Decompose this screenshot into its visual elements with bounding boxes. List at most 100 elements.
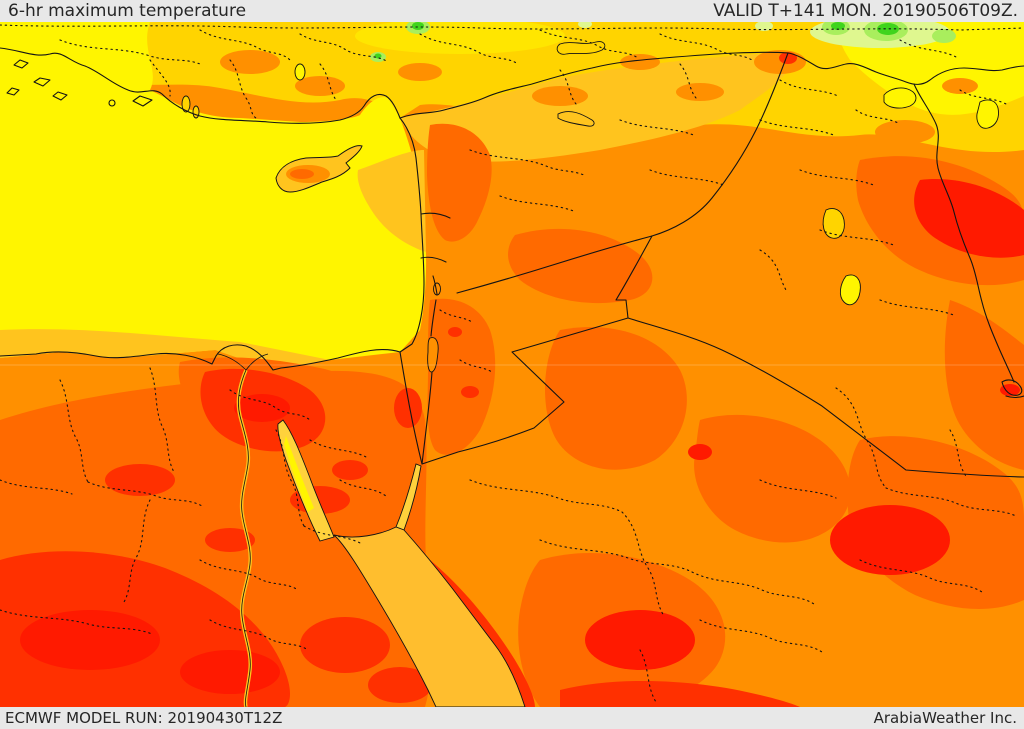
aegean-island xyxy=(6,87,20,96)
admin-boundary-line xyxy=(469,149,587,177)
nile-delta-branch-east xyxy=(245,353,269,371)
red-patch xyxy=(300,617,390,673)
turkey-syria-iraq-border xyxy=(399,51,1024,119)
red-patch xyxy=(368,667,432,703)
orange-patch xyxy=(620,54,660,70)
red-sea xyxy=(333,526,526,707)
rhodes-island xyxy=(132,95,153,107)
hot-spot-border xyxy=(779,52,797,64)
admin-boundary-line xyxy=(459,359,493,373)
red-patch xyxy=(394,388,422,428)
fill-jordan-highlands-deep xyxy=(427,298,496,455)
lake-razazah xyxy=(839,274,861,306)
gulf-of-suez-yellow-core xyxy=(284,436,314,512)
fill-bottom-right-red xyxy=(560,680,800,707)
fill-north-syria-amber-band xyxy=(400,52,800,162)
admin-boundary-line xyxy=(209,619,309,651)
red-core xyxy=(234,394,290,422)
model-run-label: ECMWF MODEL RUN: 20190430T12Z xyxy=(5,709,283,727)
fill-east-edge-deep xyxy=(944,300,1024,470)
lake-tuz xyxy=(294,63,306,81)
admin-boundary-line xyxy=(229,59,257,119)
footer-bar: ECMWF MODEL RUN: 20190430T12Z ArabiaWeat… xyxy=(0,707,1024,729)
nile-delta-branch-west xyxy=(217,353,247,371)
lake-tharthar xyxy=(822,208,845,239)
lake-urmia xyxy=(976,99,999,129)
admin-boundary-line xyxy=(439,309,473,323)
admin-boundary-line xyxy=(899,39,959,59)
egypt-coastline xyxy=(0,344,401,371)
aegean-island xyxy=(13,59,29,69)
green-core xyxy=(412,22,424,30)
red-core xyxy=(180,650,280,694)
jordan-valley-border xyxy=(421,371,433,465)
admin-boundary-line xyxy=(691,571,815,605)
admin-boundary-line xyxy=(759,249,787,291)
fill-nw-syria-deep xyxy=(427,123,492,242)
fill-cyprus-east-amber-wedge xyxy=(357,150,426,252)
red-patch xyxy=(332,460,368,480)
admin-boundary-line xyxy=(149,367,175,473)
admin-boundary-line xyxy=(639,649,657,703)
admin-boundary-line xyxy=(855,109,901,125)
kuwait-bay-coast xyxy=(1001,379,1024,399)
lebanon-border xyxy=(420,212,451,219)
admin-boundary-line xyxy=(199,559,299,591)
fill-syria-desert-deep xyxy=(508,228,653,304)
aegean-island xyxy=(33,77,51,87)
lake-van xyxy=(883,87,917,109)
red-patch xyxy=(448,327,462,337)
green-halo xyxy=(755,22,773,31)
green-core xyxy=(374,53,382,59)
red-core xyxy=(830,505,950,575)
credit-label: ArabiaWeather Inc. xyxy=(873,709,1017,727)
admin-boundary-line xyxy=(275,429,305,527)
valid-time-label: VALID T+141 MON. 20190506T09Z. xyxy=(713,1,1018,21)
orange-patch xyxy=(676,83,724,101)
temperature-fill-layer xyxy=(0,22,1024,707)
temperature-map xyxy=(0,22,1024,707)
admin-boundary-line xyxy=(299,33,389,63)
fill-north-saudi-deep xyxy=(694,414,851,543)
lake-beysehir xyxy=(181,95,191,113)
red-core xyxy=(688,444,712,460)
red-core xyxy=(585,610,695,670)
fill-east-jordan-deep xyxy=(545,326,687,470)
jordan-saudi-border xyxy=(421,317,629,465)
green-halo xyxy=(578,22,592,28)
red-patch xyxy=(105,464,175,496)
orange-patch xyxy=(220,50,280,74)
jordan-iraq-border xyxy=(615,235,653,319)
israel-egypt-border xyxy=(399,351,423,465)
hot-red-regions xyxy=(0,179,1024,707)
orange-patch xyxy=(754,50,806,74)
green-core xyxy=(831,22,845,30)
green-core xyxy=(877,23,899,35)
cyprus-core-deep xyxy=(290,169,314,179)
orange-patch xyxy=(818,142,862,162)
admin-boundary-line xyxy=(835,387,887,489)
admin-boundary-line xyxy=(0,479,73,495)
orange-patch xyxy=(532,86,588,106)
admin-boundary-line xyxy=(0,609,153,635)
admin-boundary-line xyxy=(0,24,1024,31)
lebanon-border xyxy=(420,256,447,263)
admin-boundary-line xyxy=(319,63,337,101)
header-bar: 6-hr maximum temperature VALID T+141 MON… xyxy=(0,0,1024,22)
admin-boundary-line xyxy=(309,439,369,459)
green-halo xyxy=(932,29,956,43)
lake-assad xyxy=(557,111,595,127)
lake-egirdir xyxy=(192,105,200,119)
syria-iraq-border xyxy=(651,52,789,237)
orange-patch xyxy=(875,120,935,144)
jordan-valley-border xyxy=(432,275,438,295)
admin-boundary-line xyxy=(469,479,623,513)
admin-boundaries xyxy=(0,24,1024,703)
fill-mediterranean-yellow xyxy=(0,22,427,370)
nile-line xyxy=(238,369,251,707)
admin-boundary-line xyxy=(621,511,665,617)
ataturk-reservoir xyxy=(556,41,606,55)
orange-patch xyxy=(398,63,442,81)
aegean-island xyxy=(108,99,116,107)
